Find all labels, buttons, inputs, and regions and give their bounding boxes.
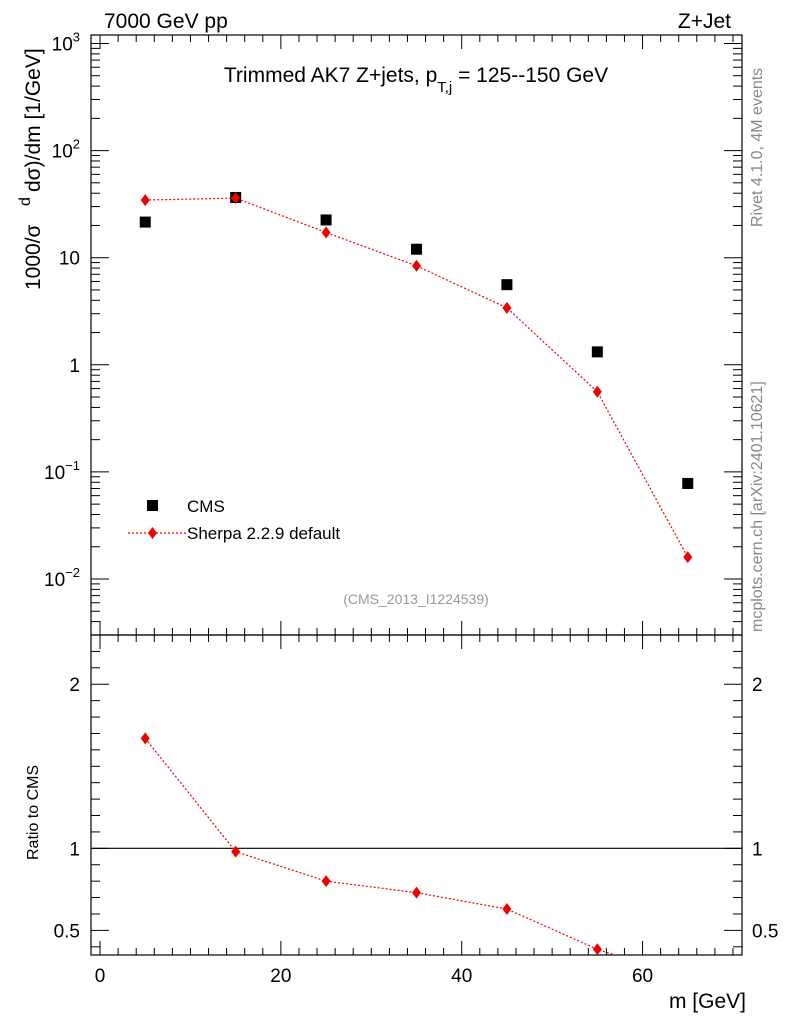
main-y-label-d: d [17, 197, 34, 206]
ratio-sherpa-point [683, 974, 692, 986]
ratio-sherpa-line [144, 738, 617, 955]
x-tick-label: 20 [270, 966, 291, 987]
main-y-tick-label: 10−2 [44, 565, 80, 591]
cms-point [501, 279, 513, 291]
main-y-tick-label: 1 [69, 356, 80, 377]
main-y-label: 1000/σ d dσ)/dm [1/GeV] [17, 48, 45, 290]
sherpa-point [592, 385, 602, 398]
ratio-y-label: Ratio to CMS [25, 765, 42, 860]
header-left: 7000 GeV pp [104, 10, 228, 33]
ratio-marks [140, 732, 692, 986]
cms-point [320, 214, 332, 226]
main-y-label-left: 1000/σ [22, 224, 45, 290]
ratio-y-tick-label: 1 [69, 839, 80, 860]
sherpa-point [502, 301, 512, 314]
main-marks [139, 191, 694, 564]
x-tick-label: 60 [632, 966, 653, 987]
main-panel-frame [90, 34, 743, 636]
ratio-sherpa-point [140, 732, 150, 745]
main-y-label-right: dσ)/dm [1/GeV] [22, 48, 45, 192]
ratio-y-tick-label: 2 [69, 675, 80, 696]
ratio-y-tick-label-right: 2 [752, 675, 763, 696]
ratio-ticks: 0 20 40 60 2 2 1 1 0.5 0.5 [54, 635, 778, 987]
sherpa-point [683, 551, 693, 564]
legend-sherpa-label: Sherpa 2.2.9 default [187, 524, 340, 543]
ratio-y-tick-label-right: 1 [752, 839, 763, 860]
sherpa-point [412, 259, 421, 272]
cms-point [682, 477, 694, 489]
x-tick-label: 40 [451, 966, 472, 987]
main-y-tick-label: 102 [52, 137, 80, 163]
sherpa-point [140, 194, 150, 207]
ratio-y-tick-label-right: 0.5 [752, 921, 778, 942]
cms-point [411, 243, 422, 255]
header-right: Z+Jet [678, 10, 731, 33]
main-y-tick-label: 10−1 [44, 458, 80, 484]
legend-sherpa-marker [148, 527, 157, 539]
watermark: (CMS_2013_I1224539) [343, 591, 489, 607]
main-title: Trimmed AK7 Z+jets, pT,j = 125--150 GeV [224, 64, 608, 96]
ratio-panel-frame [90, 634, 743, 956]
ratio-sherpa-point [321, 875, 331, 888]
ratio-sherpa-point [412, 886, 421, 899]
sherpa-point [321, 226, 331, 239]
ratio-y-tick-label: 0.5 [54, 921, 80, 942]
main-y-tick-label: 103 [52, 29, 80, 55]
ratio-sherpa-point [592, 943, 602, 955]
cms-point [591, 346, 603, 358]
legend-cms-label: CMS [187, 497, 225, 516]
legend-cms-marker [147, 500, 158, 511]
mcplots-label: mcplots.cern.ch [arXiv:2401.10621] [749, 381, 766, 632]
rivet-label: Rivet 4.1.0, 4M events [749, 68, 766, 227]
ratio-sherpa-point [502, 903, 512, 916]
x-axis-label: m [GeV] [669, 990, 746, 1013]
main-y-tick-label: 10 [59, 249, 80, 270]
legend: CMS Sherpa 2.2.9 default [128, 497, 340, 543]
sherpa-point [231, 192, 241, 205]
ratio-sherpa-point [231, 845, 241, 858]
cms-point [139, 216, 151, 228]
x-tick-label: 0 [95, 966, 106, 987]
